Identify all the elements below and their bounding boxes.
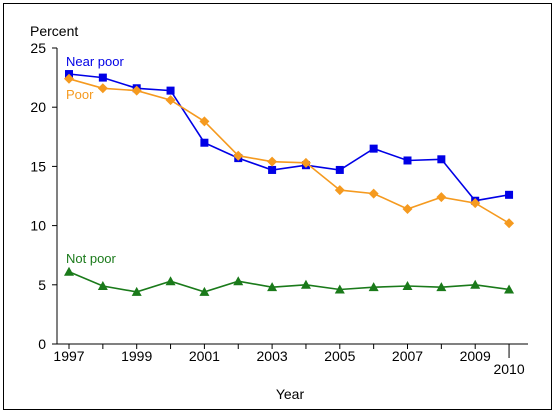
data-point-not-poor (267, 282, 278, 292)
series-line-not-poor (68, 271, 510, 293)
x-tick-label: 2003 (257, 348, 288, 364)
data-point-near-poor (437, 155, 446, 164)
data-point-near-poor (505, 190, 514, 199)
series-label-poor: Poor (66, 87, 94, 102)
data-point-poor (334, 185, 345, 196)
x-tick-label: 2009 (460, 348, 491, 364)
data-point-poor (368, 188, 379, 199)
data-point-near-poor (369, 144, 378, 153)
x-tick-label: 2001 (189, 348, 220, 364)
y-tick-label: 25 (30, 40, 46, 56)
y-axis-label: Percent (30, 23, 78, 39)
data-point-not-poor (97, 280, 108, 290)
series-labels: Near poor Poor Not poor (66, 54, 124, 266)
data-point-not-poor (334, 284, 345, 294)
data-point-not-poor (402, 280, 413, 290)
x-tick-label: 2007 (392, 348, 423, 364)
data-point-not-poor (436, 282, 447, 292)
data-point-not-poor (470, 279, 481, 289)
series-line-near-poor (68, 73, 510, 202)
data-point-poor (402, 204, 413, 215)
data-point-poor (97, 83, 108, 94)
data-point-poor (131, 85, 142, 96)
data-point-poor (64, 73, 74, 84)
data-point-near-poor (268, 165, 277, 174)
data-point-near-poor (98, 73, 107, 82)
series-poor (64, 73, 515, 229)
y-tick-label: 0 (38, 336, 46, 352)
series-line-poor (68, 78, 510, 224)
data-point-poor (300, 157, 311, 168)
data-point-not-poor (199, 286, 210, 296)
y-tick-label: 15 (30, 158, 46, 174)
series-label-not-poor: Not poor (66, 251, 117, 266)
y-tick-label: 5 (38, 277, 46, 293)
data-point-poor (504, 218, 515, 229)
data-point-not-poor (131, 286, 142, 296)
data-point-poor (233, 150, 244, 161)
data-point-not-poor (64, 266, 74, 276)
data-point-not-poor (504, 284, 515, 294)
series-group (64, 70, 515, 296)
x-tick-label: 1997 (53, 348, 84, 364)
data-point-poor (436, 192, 447, 203)
data-point-not-poor (300, 279, 311, 289)
x-tick-label: 2005 (324, 348, 355, 364)
data-point-poor (165, 95, 176, 106)
data-point-not-poor (368, 282, 379, 292)
x-tick-label: 2010 (493, 361, 524, 377)
y-ticks: 0 5 10 15 20 25 (30, 40, 57, 352)
data-point-not-poor (233, 276, 244, 286)
data-point-poor (267, 156, 278, 167)
chart-frame (3, 3, 552, 410)
data-point-not-poor (165, 276, 176, 286)
data-point-near-poor (335, 165, 344, 174)
data-point-near-poor (166, 86, 175, 95)
data-point-poor (470, 198, 481, 209)
series-label-near-poor: Near poor (66, 54, 124, 69)
y-tick-label: 10 (30, 218, 46, 234)
x-axis-label: Year (276, 386, 305, 402)
series-not-poor (64, 266, 515, 296)
x-tick-label: 1999 (121, 348, 152, 364)
data-point-poor (199, 116, 210, 127)
y-tick-label: 20 (30, 99, 46, 115)
data-point-near-poor (403, 156, 412, 165)
data-point-near-poor (200, 138, 209, 147)
axes (56, 48, 528, 345)
